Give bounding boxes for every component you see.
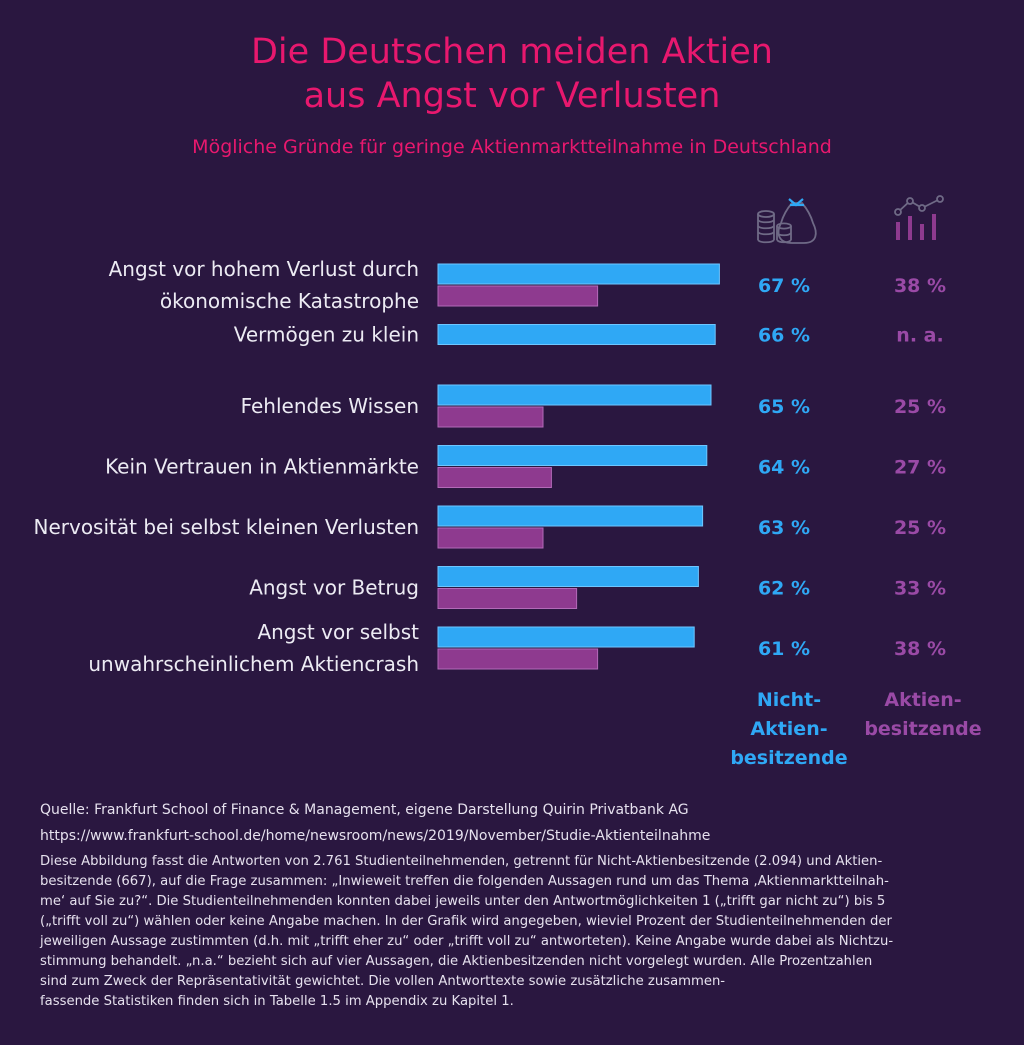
footnote-line: Diese Abbildung fasst die Antworten von … <box>40 854 883 869</box>
value-label-holders: 25 % <box>894 517 946 539</box>
value-label-holders: n. a. <box>896 325 943 347</box>
category-label-line: Kein Vertrauen in Aktienmärkte <box>105 455 419 479</box>
value-label-holders: 33 % <box>894 578 946 600</box>
value-label-non-holders: 67 % <box>758 275 810 297</box>
title-line-1: Die Deutschen meiden Aktien <box>250 32 773 72</box>
bar-non-holders <box>437 324 716 345</box>
footnote-line: jeweiligen Aussage zustimmten (d.h. mit … <box>40 934 894 949</box>
bar-holders <box>437 527 544 549</box>
value-label-holders: 38 % <box>894 275 946 297</box>
category-label-line: Angst vor Betrug <box>249 576 419 600</box>
value-label-non-holders: 64 % <box>758 457 810 479</box>
value-label-non-holders: 63 % <box>758 517 810 539</box>
value-label-holders: 27 % <box>894 457 946 479</box>
value-label-holders: 25 % <box>894 396 946 418</box>
source-text: Quelle: Frankfurt School of Finance & Ma… <box>40 802 689 818</box>
legend-line: besitzende <box>864 718 981 740</box>
category-label: Kein Vertrauen in Aktienmärkte <box>105 455 419 479</box>
legend-line: Aktien- <box>884 689 961 711</box>
bar-holders <box>437 467 552 488</box>
footnote: Diese Abbildung fasst die Antworten von … <box>40 852 990 1012</box>
category-label-line: Fehlendes Wissen <box>241 394 419 418</box>
bar-non-holders <box>437 626 695 648</box>
category-label-line: Angst vor hohem Verlust durch <box>109 257 419 281</box>
bar-holders <box>437 285 599 307</box>
footnote-line: me‘ auf Sie zu?“. Die Studienteilnehmend… <box>40 894 886 909</box>
footnote-line: besitzende (667), auf die Frage zusammen… <box>40 874 889 889</box>
chart-title: Die Deutschen meiden Aktien aus Angst vo… <box>0 30 1024 118</box>
bar-row: Angst vor Betrug 62 % 33 % <box>249 566 946 609</box>
category-label: Vermögen zu klein <box>234 323 419 347</box>
bar-holders <box>437 406 544 428</box>
bar-non-holders <box>437 505 704 527</box>
bar-row: Kein Vertrauen in Aktienmärkte 64 % 27 % <box>105 445 946 488</box>
legend-line: besitzende <box>730 747 847 769</box>
bar-row: Nervosität bei selbst kleinen Verlusten 6… <box>34 505 946 549</box>
value-label-non-holders: 66 % <box>758 325 810 347</box>
category-label: Angst vor selbst unwahrscheinlichem Aktie… <box>88 620 419 676</box>
bar-row: Angst vor hohem Verlust durch ökonomische… <box>109 257 946 313</box>
legend-line: Nicht- <box>757 689 821 711</box>
category-label: Angst vor Betrug <box>249 576 419 600</box>
bar-chart: Angst vor hohem Verlust durch ökonomische… <box>34 195 982 769</box>
bar-non-holders <box>437 445 708 466</box>
bar-row: Angst vor selbst unwahrscheinlichem Aktie… <box>88 620 946 676</box>
footnote-line: stimmung behandelt. „n.a.“ bezieht sich … <box>40 954 873 969</box>
footer: Quelle: Frankfurt School of Finance & Ma… <box>40 800 990 1012</box>
category-label-line: Nervosität bei selbst kleinen Verlusten <box>34 515 420 539</box>
category-label-line: unwahrscheinlichem Aktiencrash <box>88 652 419 676</box>
bar-row: Vermögen zu klein 66 % n. a. <box>234 323 944 347</box>
source-url: https://www.frankfurt-school.de/home/new… <box>40 828 711 844</box>
category-label: Fehlendes Wissen <box>241 394 419 418</box>
footnote-line: sind zum Zweck der Repräsentativität gew… <box>40 974 726 989</box>
category-label: Angst vor hohem Verlust durch ökonomische… <box>109 257 419 313</box>
chart-subtitle: Mögliche Gründe für geringe Aktienmarktt… <box>192 136 832 158</box>
bars-group: Angst vor hohem Verlust durch ökonomische… <box>34 257 947 676</box>
footnote-line: fassende Statistiken finden sich in Tabe… <box>40 994 514 1009</box>
value-label-non-holders: 65 % <box>758 396 810 418</box>
footnote-line: („trifft voll zu“) wählen oder keine Ang… <box>40 914 892 929</box>
bar-non-holders <box>437 384 712 406</box>
bar-chart-line-icon <box>894 195 944 240</box>
money-bag-coins-icon <box>757 198 817 244</box>
value-label-non-holders: 62 % <box>758 578 810 600</box>
legend-non-holders: Nicht- Aktien-besitzende <box>730 689 847 769</box>
title-line-2: aus Angst vor Verlusten <box>303 76 721 116</box>
value-label-non-holders: 61 % <box>758 638 810 660</box>
legend-line: Aktien- <box>750 718 827 740</box>
category-label: Nervosität bei selbst kleinen Verlusten <box>34 515 420 539</box>
category-label-line: ökonomische Katastrophe <box>160 289 419 313</box>
value-label-holders: 38 % <box>894 638 946 660</box>
bar-row: Fehlendes Wissen 65 % 25 % <box>241 384 946 428</box>
bar-holders <box>437 648 599 670</box>
bar-non-holders <box>437 566 699 587</box>
bar-holders <box>437 588 578 609</box>
legend-holders: Aktien-besitzende <box>864 689 981 740</box>
bar-non-holders <box>437 263 720 285</box>
category-label-line: Angst vor selbst <box>257 620 419 644</box>
category-label-line: Vermögen zu klein <box>234 323 419 347</box>
